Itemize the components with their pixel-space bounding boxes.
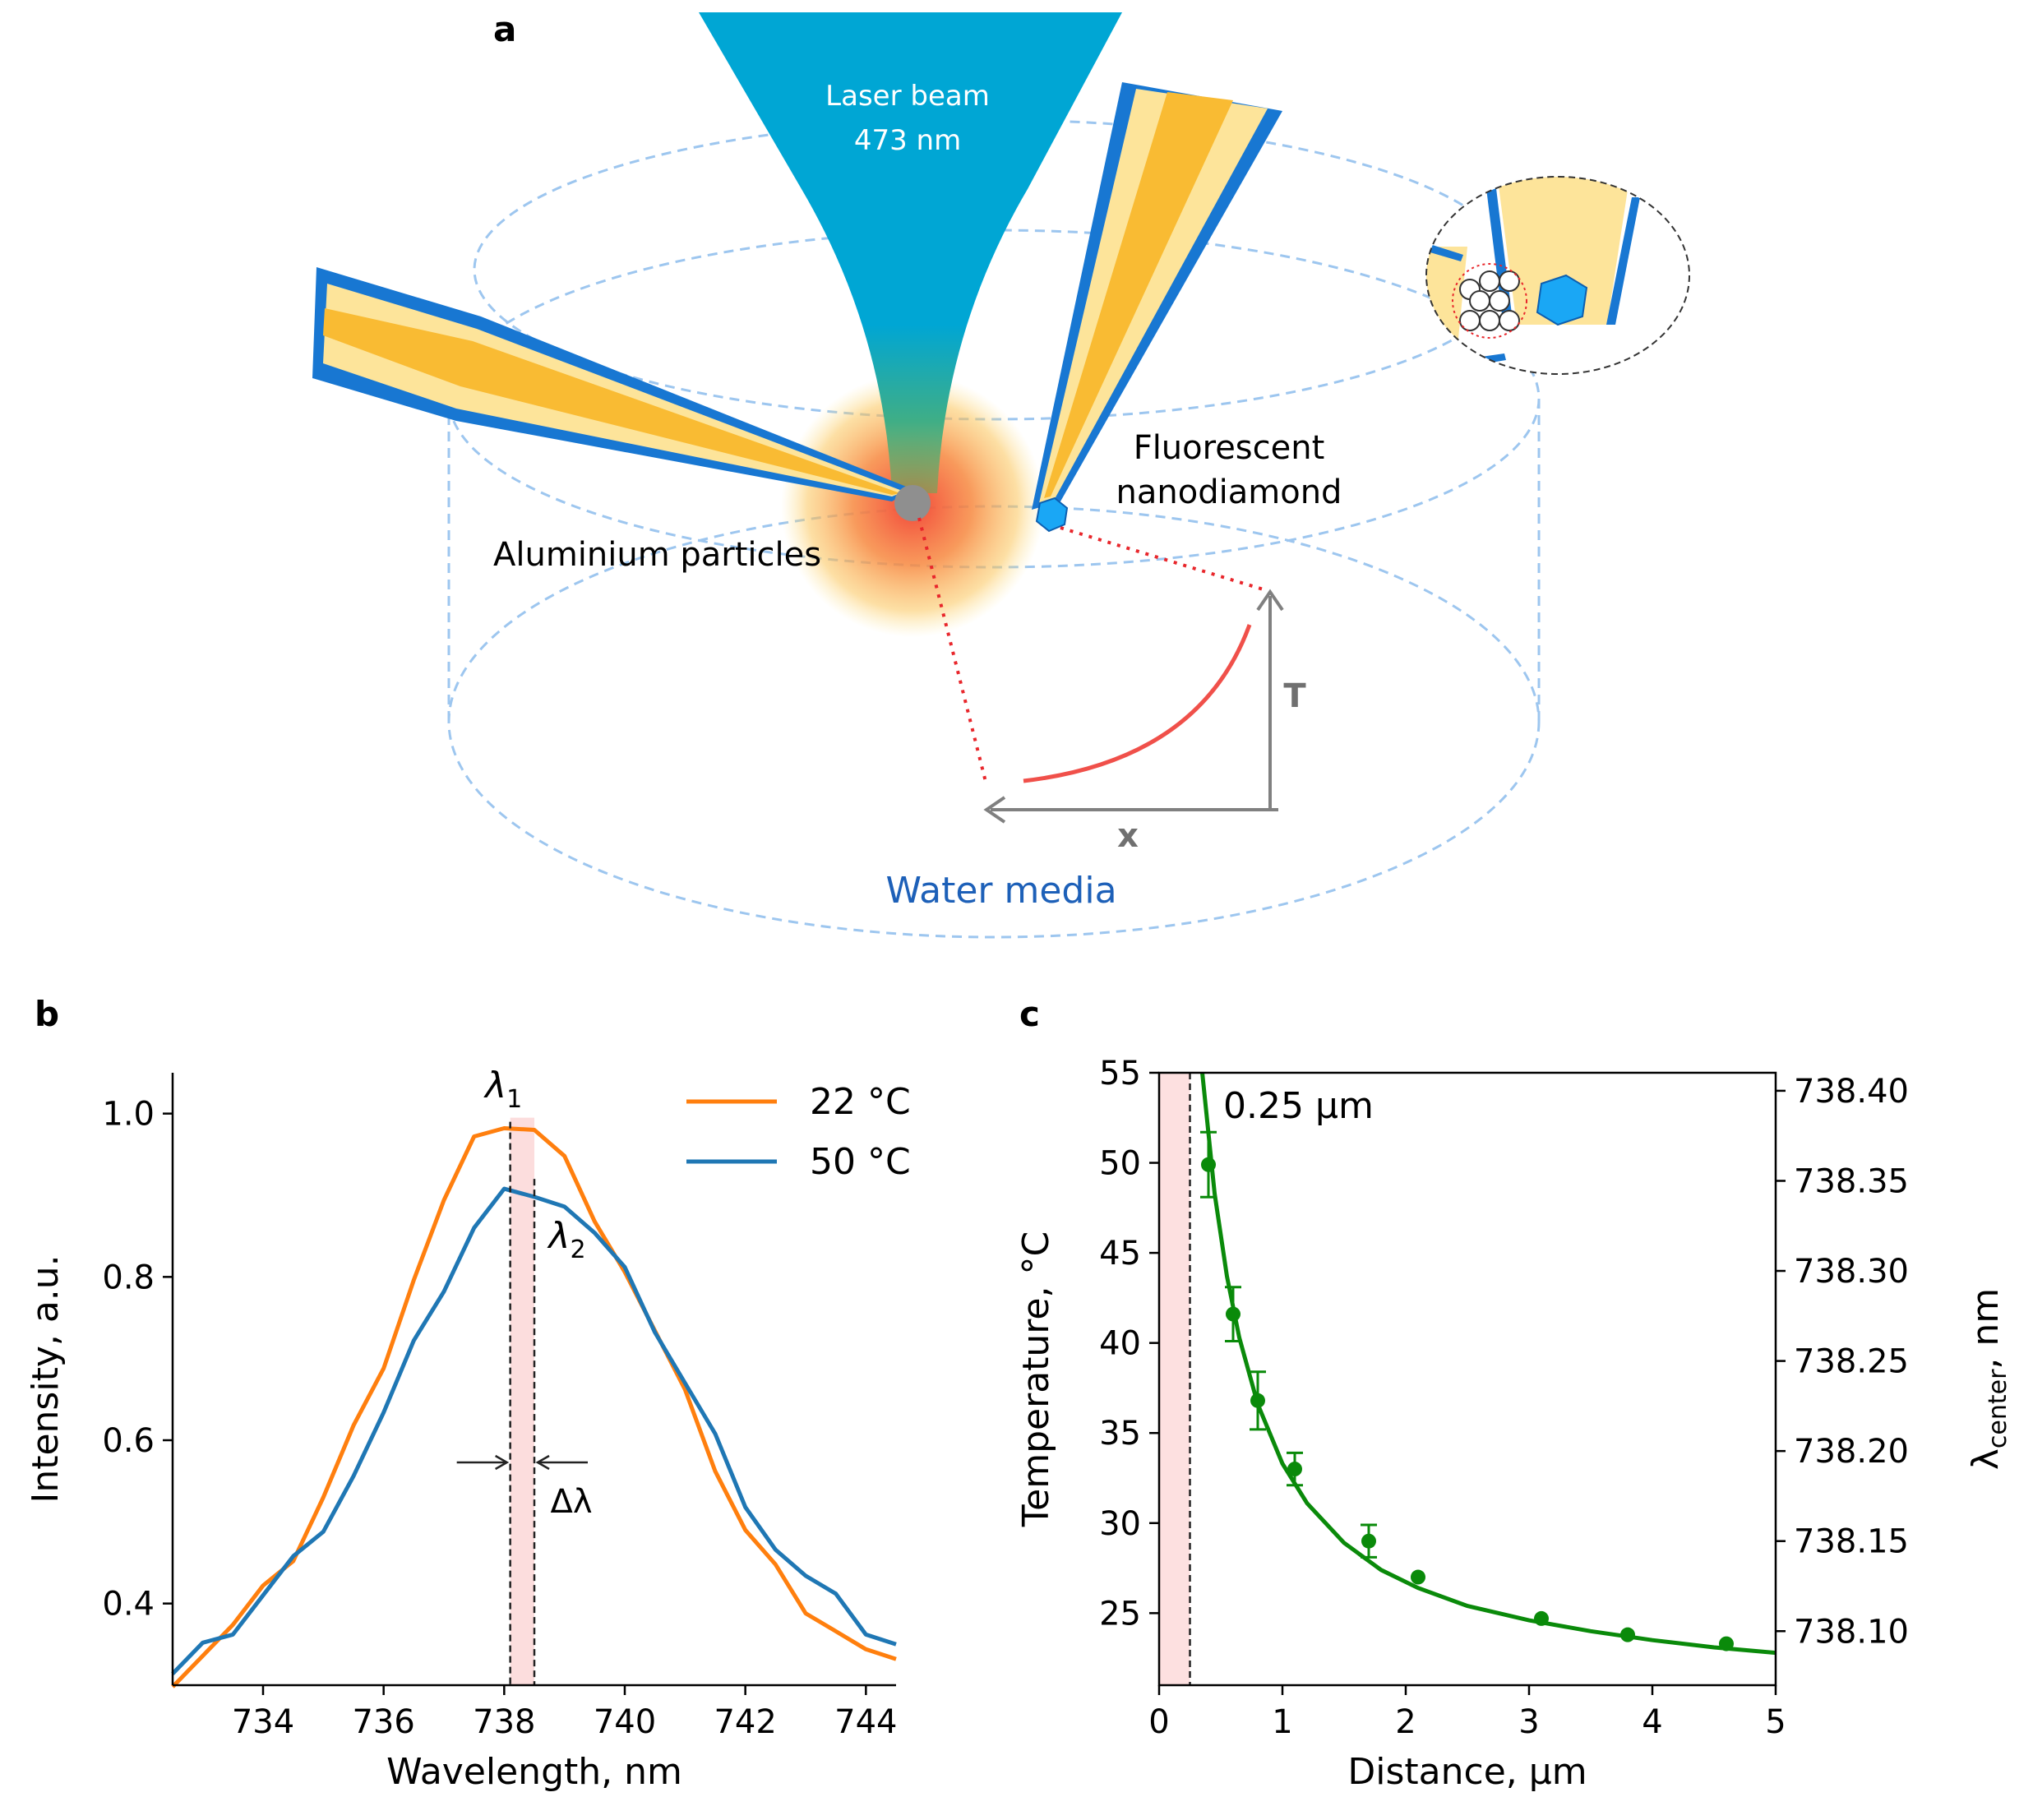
y2-tick-label: 738.10 <box>1794 1613 1909 1651</box>
water-media-label: Water media <box>885 870 1116 912</box>
distance-line-b <box>1060 526 1267 592</box>
y-tick-label: 50 <box>1099 1145 1141 1183</box>
y-tick-label: 0.6 <box>102 1422 155 1460</box>
y-tick-label: 25 <box>1099 1595 1141 1633</box>
y-tick-label: 35 <box>1099 1415 1141 1453</box>
x-tick-label: 0 <box>1148 1703 1169 1741</box>
aluminium-particle <box>894 485 931 521</box>
x-tick-label: 1 <box>1272 1703 1292 1741</box>
y-tick-label: 40 <box>1099 1325 1141 1363</box>
axis-x-label: x <box>1117 817 1139 855</box>
lambda1-label: λ1 <box>483 1065 522 1114</box>
data-point <box>1534 1610 1549 1626</box>
delta-shade <box>510 1117 534 1685</box>
y2-tick-label: 738.30 <box>1794 1253 1909 1291</box>
panel-c-temperature-profile: c 0.25 µm0 1 2 3 4 525303540455055738.10738.1… <box>1015 994 2012 1793</box>
x-axis-title: Distance, μm <box>1347 1751 1587 1793</box>
delta-arrowhead-right <box>535 1454 550 1471</box>
plot-frame <box>1157 1071 1777 1687</box>
y-axis-title: Intensity, a.u. <box>25 1254 67 1503</box>
y-tick-label: 55 <box>1099 1055 1141 1092</box>
legend-label: 22 °C <box>810 1081 911 1123</box>
x-tick-label: 742 <box>714 1703 776 1741</box>
y2-axis-title: λcenter, nm <box>1965 1288 2012 1470</box>
y-tick-label: 1.0 <box>102 1096 155 1134</box>
x-tick-label: 5 <box>1765 1703 1786 1741</box>
fit-curve <box>1200 1072 1776 1656</box>
y-tick-label: 45 <box>1099 1235 1141 1273</box>
x-axis-title: Wavelength, nm <box>386 1751 682 1793</box>
y2-tick-label: 738.35 <box>1794 1162 1909 1200</box>
panel-b-label: b <box>35 994 59 1034</box>
legend-label: 50 °C <box>810 1141 911 1183</box>
nanodiamond-icon <box>1035 497 1069 533</box>
right-pipette <box>1032 82 1282 510</box>
y2-axis-title-subscript: center <box>1984 1369 2012 1448</box>
x-tick-label: 3 <box>1518 1703 1539 1741</box>
axis-t-label: T <box>1283 677 1306 715</box>
delta-label: Δλ <box>550 1483 592 1521</box>
series-line-22c <box>171 1126 897 1688</box>
x-tick-label: 2 <box>1395 1703 1416 1741</box>
shaded-region <box>1159 1073 1190 1685</box>
y2-tick-label: 738.40 <box>1794 1073 1909 1111</box>
y-tick-label: 30 <box>1099 1505 1141 1543</box>
data-point <box>1719 1636 1734 1651</box>
x-tick-label: 744 <box>834 1703 897 1741</box>
data-point <box>1620 1627 1635 1642</box>
y-axis-title: Temperature, °C <box>1015 1231 1057 1527</box>
laser-label-line1: Laser beam <box>825 80 990 113</box>
lambda2-subscript: 2 <box>570 1236 585 1264</box>
data-point <box>1287 1462 1302 1477</box>
temperature-decay-curve <box>1023 624 1252 783</box>
data-point <box>1411 1569 1425 1585</box>
data-point <box>1250 1393 1265 1408</box>
x-tick-label: 738 <box>473 1703 535 1741</box>
threshold-label: 0.25 µm <box>1223 1085 1374 1127</box>
nanodiamond-label-line2: nanodiamond <box>1116 473 1342 511</box>
series-line-50c <box>171 1186 897 1675</box>
panel-a-schematic: a Laser beam 473 nm Aluminium particles <box>312 9 1690 939</box>
aluminium-label: Aluminium particles <box>493 536 821 574</box>
data-point <box>1361 1533 1376 1549</box>
x-tick-label: 734 <box>232 1703 294 1741</box>
y2-tick-label: 738.25 <box>1794 1343 1909 1381</box>
y2-tick-label: 738.15 <box>1794 1523 1909 1561</box>
panel-c-label: c <box>1019 994 1040 1034</box>
y2-tick-label: 738.20 <box>1794 1433 1909 1471</box>
nanodiamond-label-line1: Fluorescent <box>1134 429 1325 467</box>
distance-line-a <box>917 517 988 786</box>
y-tick-label: 0.4 <box>102 1586 155 1624</box>
laser-label-line2: 473 nm <box>854 124 961 157</box>
laser-beam <box>699 12 1122 493</box>
x-tick-label: 736 <box>352 1703 414 1741</box>
y-tick-label: 0.8 <box>102 1259 155 1296</box>
x-tick-label: 4 <box>1642 1703 1662 1741</box>
temperature-inset-plot <box>983 589 1284 824</box>
x-tick-label: 740 <box>594 1703 656 1741</box>
panel-a-label: a <box>493 9 516 49</box>
lambda1-subscript: 1 <box>506 1085 522 1114</box>
data-point <box>1226 1306 1241 1322</box>
magnified-inset <box>1425 176 1690 375</box>
left-pipette <box>312 267 912 501</box>
y2-axis-title-unit: , nm <box>1965 1288 2007 1370</box>
delta-arrowhead-left <box>495 1454 510 1471</box>
data-point <box>1201 1157 1216 1172</box>
